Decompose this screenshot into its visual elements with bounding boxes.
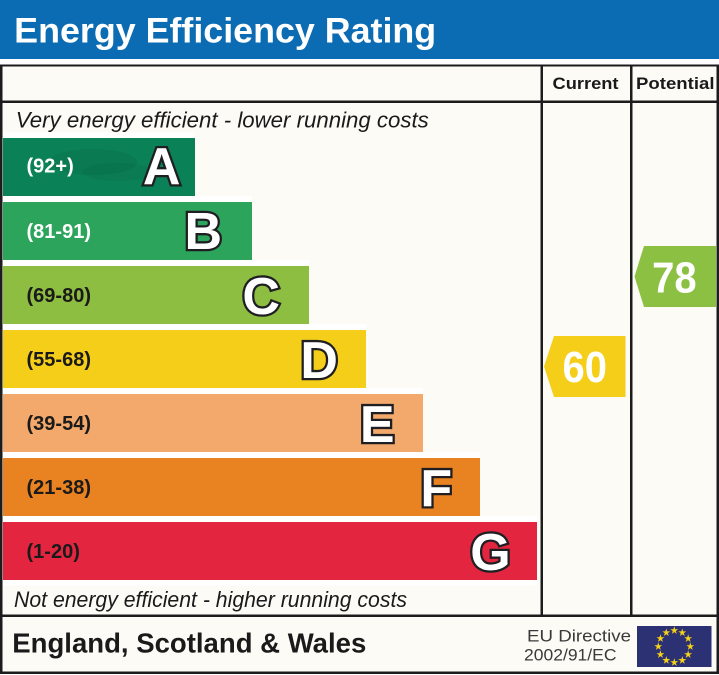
svg-text:Energy Efficiency Rating: Energy Efficiency Rating xyxy=(14,12,436,51)
svg-text:(69-80): (69-80) xyxy=(27,285,91,307)
svg-text:Very energy efficient - lower: Very energy efficient - lower running co… xyxy=(16,108,429,133)
svg-text:D: D xyxy=(300,332,338,390)
svg-text:E: E xyxy=(360,396,395,454)
svg-text:(81-91): (81-91) xyxy=(27,221,91,243)
svg-text:B: B xyxy=(185,203,223,261)
svg-text:(1-20): (1-20) xyxy=(27,541,80,563)
svg-text:78: 78 xyxy=(652,255,697,303)
svg-text:C: C xyxy=(242,268,280,326)
svg-text:A: A xyxy=(143,138,181,196)
svg-text:(55-68): (55-68) xyxy=(27,349,91,371)
svg-text:Not energy efficient - higher: Not energy efficient - higher running co… xyxy=(14,587,407,612)
svg-text:Current: Current xyxy=(553,74,619,93)
svg-text:G: G xyxy=(470,524,510,582)
svg-text:(39-54): (39-54) xyxy=(27,413,91,435)
svg-text:EU Directive: EU Directive xyxy=(527,627,631,646)
svg-text:2002/91/EC: 2002/91/EC xyxy=(524,646,617,665)
svg-text:F: F xyxy=(420,460,452,518)
svg-text:(92+): (92+) xyxy=(27,156,74,178)
svg-text:(21-38): (21-38) xyxy=(27,477,91,499)
svg-text:Potential: Potential xyxy=(636,74,715,93)
svg-text:60: 60 xyxy=(563,344,608,392)
svg-text:England, Scotland & Wales: England, Scotland & Wales xyxy=(12,628,366,659)
